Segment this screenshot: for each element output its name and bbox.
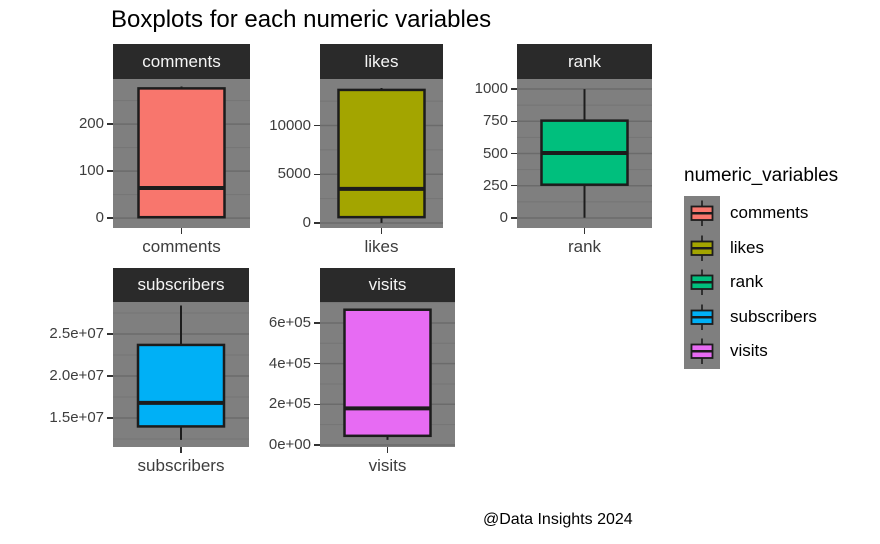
legend-key-likes (684, 231, 720, 266)
y-axis-tick (314, 362, 320, 365)
legend-key-glyph-visits (690, 338, 714, 364)
y-axis-tick (107, 170, 113, 172)
y-axis-tick-label: 0 (302, 213, 311, 231)
caption: @Data Insights 2024 (483, 511, 633, 528)
legend-key-comments (684, 196, 720, 231)
legend-item-label: visits (730, 341, 768, 361)
y-axis-tick-label: 1000 (474, 80, 508, 98)
y-axis-tick-label: 250 (482, 176, 508, 194)
legend-key-rank (684, 265, 720, 300)
facet-panel-comments (113, 79, 250, 228)
y-axis-tick-label: 2.0e+07 (49, 367, 104, 384)
y-axis-tick (511, 120, 517, 123)
facet-strip-visits: visits (320, 268, 455, 302)
y-axis-tick (511, 152, 517, 155)
y-axis-tick-label: 0 (95, 209, 104, 227)
y-axis-tick-label: 100 (78, 162, 104, 180)
y-axis-tick-label: 0 (499, 208, 508, 226)
y-axis-tick-label: 200 (78, 115, 104, 133)
facet-strip-rank: rank (517, 44, 652, 79)
boxplot-box (343, 308, 432, 438)
facet-panel-subscribers (113, 302, 249, 447)
y-axis-tick (107, 333, 113, 335)
y-axis-tick-label: 4e+05 (268, 354, 311, 372)
y-axis-tick (314, 124, 320, 127)
boxplot-svg-comments (113, 86, 250, 219)
boxplot-svg-visits (320, 302, 455, 446)
legend-key-visits (684, 334, 720, 369)
legend-key-subscribers (684, 300, 720, 335)
facet-strip-subscribers: subscribers (113, 268, 249, 302)
y-axis-tick (314, 222, 320, 224)
legend-item-label: rank (730, 272, 764, 292)
y-axis-tick-label: 2.5e+07 (49, 325, 104, 342)
y-axis-tick (314, 173, 320, 175)
y-axis-tick (314, 322, 320, 324)
legend-key-glyph-comments (690, 200, 714, 226)
x-axis-tick (380, 228, 383, 234)
y-axis-tick-label: 750 (482, 112, 508, 130)
facet-panel-rank (517, 79, 652, 228)
y-axis-tick-label: 10000 (269, 116, 311, 134)
y-axis-tick (314, 403, 320, 406)
boxplot-svg-subscribers (113, 305, 249, 440)
facet-strip-likes: likes (320, 44, 443, 79)
x-axis-tick (180, 447, 182, 453)
legend-item-label: subscribers (730, 306, 817, 326)
legend-title: numeric_variables (684, 165, 839, 186)
x-axis-tick-label: subscribers (137, 456, 225, 475)
legend-key-glyph-rank (690, 269, 714, 295)
legend-item-label: likes (730, 237, 765, 257)
y-axis-tick (107, 375, 113, 377)
boxplot-svg-rank (517, 88, 652, 219)
y-axis-tick (107, 123, 113, 125)
x-axis-tick-label: likes (364, 237, 399, 256)
y-axis-tick (511, 88, 517, 90)
y-axis-tick-label: 2e+05 (268, 395, 311, 413)
x-axis-tick-label: visits (368, 456, 407, 475)
y-axis-tick-label: 6e+05 (268, 313, 311, 331)
x-axis-tick (180, 228, 183, 234)
boxplot-box (137, 87, 226, 219)
y-axis-tick (107, 417, 113, 419)
y-axis-tick (107, 217, 113, 219)
x-axis-tick-label: comments (142, 237, 221, 256)
y-axis-tick (511, 217, 517, 219)
facet-strip-comments: comments (113, 44, 250, 79)
y-axis-tick-label: 500 (482, 144, 508, 162)
boxplot-svg-likes (320, 87, 443, 224)
x-axis-tick (386, 447, 389, 453)
boxplot-box (136, 343, 226, 428)
facet-panel-likes (320, 79, 443, 228)
chart-title: Boxplots for each numeric variables (111, 6, 492, 33)
x-axis-tick (583, 228, 586, 234)
legend-item-label: comments (730, 203, 809, 223)
facet-panel-visits (320, 302, 455, 447)
boxplot-box (337, 88, 426, 219)
y-axis-tick (314, 444, 320, 446)
y-axis-tick-label: 0e+00 (268, 435, 311, 453)
legend-key-glyph-subscribers (690, 304, 714, 330)
legend-key-glyph-likes (690, 235, 714, 261)
x-axis-tick-label: rank (567, 237, 602, 256)
y-axis-tick-label: 5000 (277, 165, 311, 183)
y-axis-tick-label: 1.5e+07 (49, 409, 104, 427)
y-axis-tick (511, 184, 517, 187)
